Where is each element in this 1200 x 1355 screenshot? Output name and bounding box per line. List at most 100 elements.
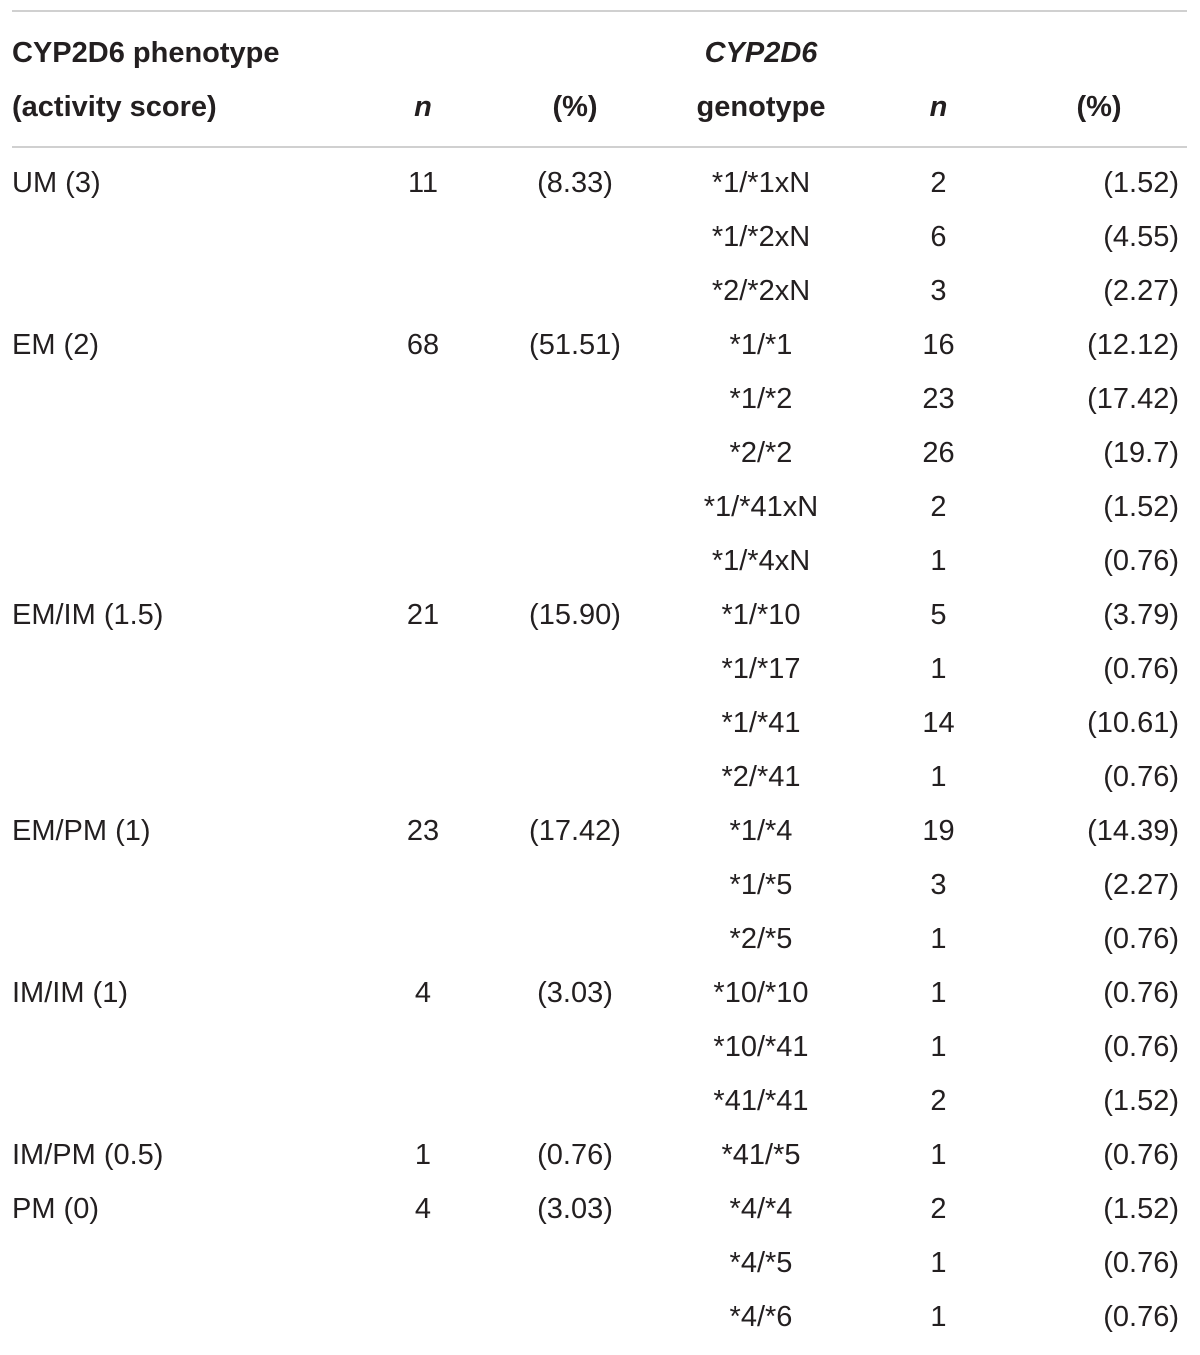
table-row: *1/*17 1 (0.76): [12, 642, 1187, 696]
genotype-pct-cell: (0.76): [1011, 750, 1187, 804]
genotype-pct-value: (1.52): [1103, 1193, 1179, 1225]
header-genotype-line1: CYP2D6: [704, 37, 818, 69]
n-cell: [352, 1236, 494, 1290]
genotype-pct-value: (0.76): [1103, 761, 1179, 793]
genotype-pct-cell: (10.61): [1011, 696, 1187, 750]
genotype-pct-cell: (0.76): [1011, 1128, 1187, 1182]
pct-cell: [494, 426, 656, 480]
genotype-n-cell: 1: [930, 1247, 947, 1279]
pct-cell: [494, 750, 656, 804]
genotype-pct-cell: (0.76): [1011, 1236, 1187, 1290]
phenotype-cell: EM/IM (1.5): [12, 599, 164, 631]
genotype-cell: *1/*4: [729, 815, 793, 847]
genotype-cell: *10/*41: [713, 1031, 809, 1063]
pct-cell: [494, 696, 656, 750]
genotype-pct-value: (2.27): [1103, 275, 1179, 307]
table-row: *1/*41xN 2 (1.52): [12, 480, 1187, 534]
pct-cell: (51.51): [529, 329, 621, 361]
header-genotype-line2: genotype: [696, 91, 826, 123]
pct-cell: (3.03): [537, 977, 613, 1009]
table-row: IM/PM (0.5) 1 (0.76) *41/*5 1 (0.76): [12, 1128, 1187, 1182]
genotype-cell: *1/*1: [729, 329, 793, 361]
table-row: *1/*2 23 (17.42): [12, 372, 1187, 426]
header-n: n: [414, 91, 432, 123]
n-cell: [352, 210, 494, 264]
genotype-pct-value: (0.76): [1103, 923, 1179, 955]
n-cell: [352, 1074, 494, 1128]
n-cell: [352, 912, 494, 966]
n-cell: [352, 1020, 494, 1074]
table-row: PM (0) 4 (3.03) *4/*4 2 (1.52): [12, 1182, 1187, 1236]
genotype-pct-value: (3.79): [1103, 599, 1179, 631]
n-cell: [352, 858, 494, 912]
genotype-cell: *41/*41: [713, 1085, 809, 1117]
n-cell: [352, 426, 494, 480]
phenotype-cell: [12, 750, 352, 804]
genotype-cell: *4/*4: [729, 1193, 793, 1225]
table-row: *1/*2xN 6 (4.55): [12, 210, 1187, 264]
genotype-n-cell: 5: [930, 599, 947, 631]
phenotype-cell: EM/PM (1): [12, 815, 151, 847]
genotype-n-cell: 3: [930, 275, 947, 307]
genotype-pct-cell: (1.52): [1011, 148, 1187, 210]
genotype-pct-value: (0.76): [1103, 1247, 1179, 1279]
genotype-n-cell: 1: [930, 653, 947, 685]
genotype-cell: *10/*10: [713, 977, 809, 1009]
genotype-cell: *1/*41xN: [703, 491, 819, 523]
genotype-n-cell: 19: [922, 815, 955, 847]
phenotype-cell: [12, 1074, 352, 1128]
genotype-cell: *41/*5: [721, 1139, 801, 1171]
n-cell: [352, 534, 494, 588]
genotype-pct-cell: (14.39): [1011, 804, 1187, 858]
n-cell: [352, 480, 494, 534]
genotype-pct-value: (0.76): [1103, 653, 1179, 685]
genotype-n-cell: 3: [930, 869, 947, 901]
table-row: *4/*5 1 (0.76): [12, 1236, 1187, 1290]
n-cell: 23: [406, 815, 440, 847]
pct-cell: [494, 642, 656, 696]
table-row: EM/PM (1) 23 (17.42) *1/*4 19 (14.39): [12, 804, 1187, 858]
genotype-pct-value: (10.61): [1087, 707, 1179, 739]
header-phenotype-line2: (activity score): [12, 91, 217, 123]
genotype-table: CYP2D6 phenotype CYP2D6 (activity score)…: [12, 12, 1187, 146]
genotype-cell: *1/*5: [729, 869, 793, 901]
pct-cell: [494, 210, 656, 264]
pct-cell: (8.33): [537, 167, 613, 199]
table-row: EM/IM (1.5) 21 (15.90) *1/*10 5 (3.79): [12, 588, 1187, 642]
n-cell: [352, 372, 494, 426]
table-row: UM (3) 11 (8.33) *1/*1xN 2 (1.52): [12, 148, 1187, 210]
phenotype-cell: PM (0): [12, 1193, 99, 1225]
table-row: *1/*4xN 1 (0.76): [12, 534, 1187, 588]
genotype-pct-cell: (2.27): [1011, 858, 1187, 912]
genotype-pct-cell: (0.76): [1011, 966, 1187, 1020]
table-row: *2/*5 1 (0.76): [12, 912, 1187, 966]
genotype-n-cell: 16: [922, 329, 955, 361]
pct-cell: [494, 534, 656, 588]
phenotype-cell: [12, 858, 352, 912]
table-row: *2/*2xN 3 (2.27): [12, 264, 1187, 318]
phenotype-cell: IM/IM (1): [12, 977, 128, 1009]
table-row: *4/*6 1 (0.76): [12, 1290, 1187, 1344]
phenotype-cell: UM (3): [12, 167, 101, 199]
genotype-n-cell: 14: [922, 707, 955, 739]
table-body: UM (3) 11 (8.33) *1/*1xN 2 (1.52) *1/*2xN 6 (4.5…: [12, 148, 1187, 1344]
genotype-pct-value: (1.52): [1103, 1085, 1179, 1117]
genotype-pct-cell: (3.79): [1011, 588, 1187, 642]
genotype-cell: *2/*41: [721, 761, 801, 793]
genotype-cell: *4/*5: [729, 1247, 793, 1279]
n-cell: 21: [406, 599, 440, 631]
pct-cell: (17.42): [529, 815, 621, 847]
pct-cell: [494, 372, 656, 426]
n-cell: 11: [407, 167, 439, 199]
genotype-cell: *2/*2: [729, 437, 793, 469]
header-pct: (%): [552, 91, 598, 123]
table-row: *1/*41 14 (10.61): [12, 696, 1187, 750]
pct-cell: [494, 1290, 656, 1344]
header-n2: n: [929, 91, 948, 123]
phenotype-cell: [12, 264, 352, 318]
table-row: *2/*41 1 (0.76): [12, 750, 1187, 804]
genotype-n-cell: 2: [930, 491, 947, 523]
pct-cell: (15.90): [529, 599, 621, 631]
genotype-pct-cell: (19.7): [1011, 426, 1187, 480]
genotype-n-cell: 2: [930, 1085, 947, 1117]
